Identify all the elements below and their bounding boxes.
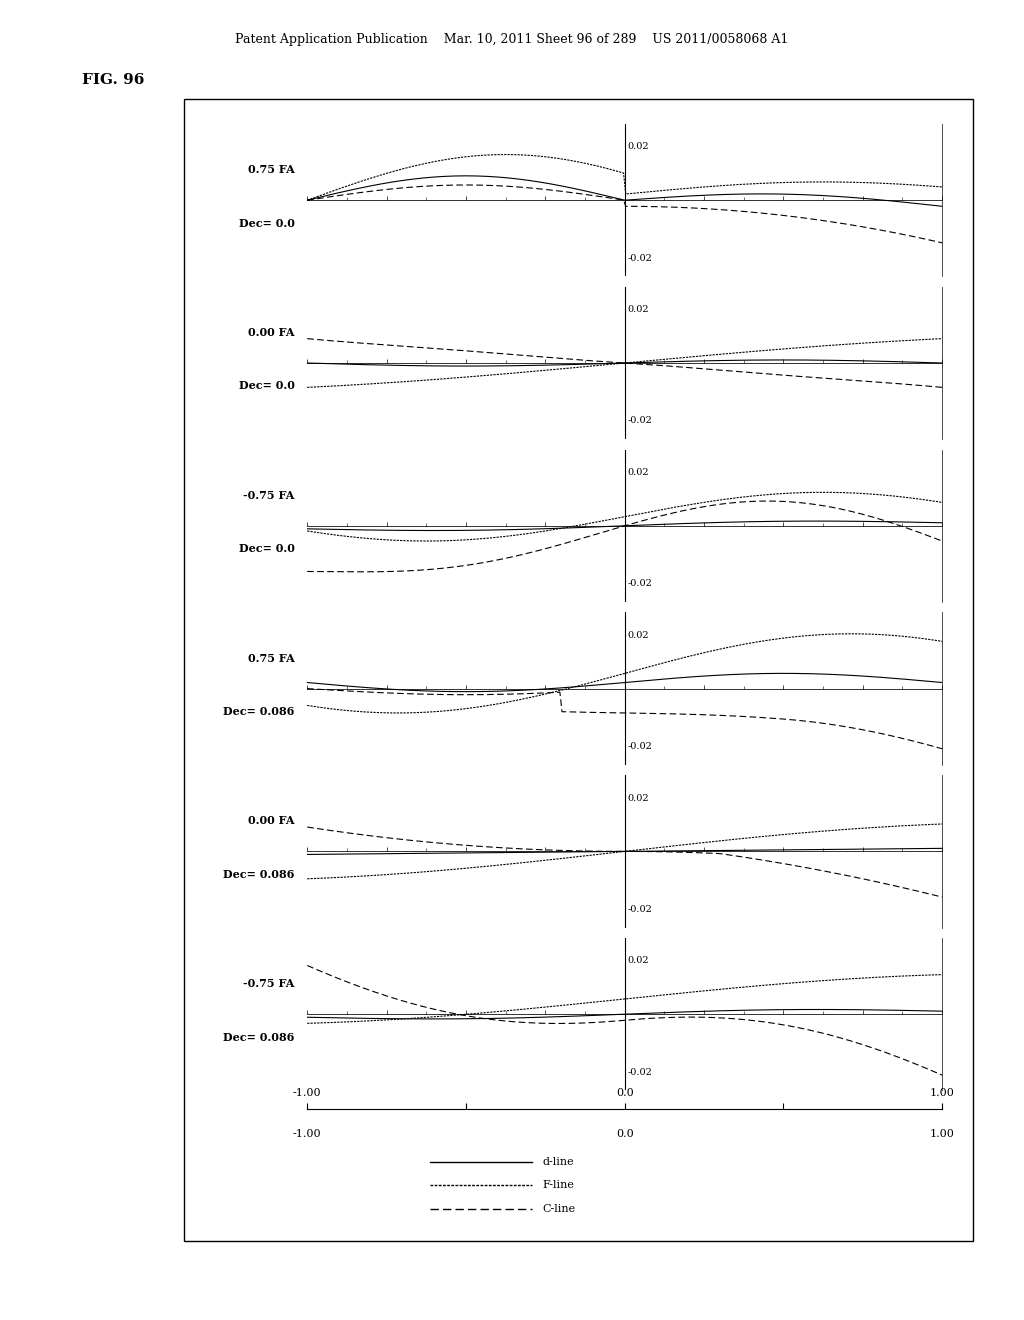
- Text: -0.02: -0.02: [628, 1068, 652, 1077]
- Text: 0.02: 0.02: [628, 793, 649, 803]
- Text: 0.75 FA: 0.75 FA: [248, 164, 295, 176]
- Text: Dec= 0.086: Dec= 0.086: [223, 1031, 295, 1043]
- Text: 0.00 FA: 0.00 FA: [248, 816, 295, 826]
- Text: -0.75 FA: -0.75 FA: [243, 490, 295, 500]
- Text: 0.02: 0.02: [628, 143, 649, 152]
- Text: -1.00: -1.00: [293, 1129, 322, 1139]
- Text: Dec= 0.0: Dec= 0.0: [239, 380, 295, 391]
- Text: 0.00 FA: 0.00 FA: [248, 327, 295, 338]
- Text: Dec= 0.086: Dec= 0.086: [223, 706, 295, 717]
- Text: FIG. 96: FIG. 96: [82, 73, 144, 87]
- Text: -0.02: -0.02: [628, 579, 652, 589]
- Text: -0.02: -0.02: [628, 416, 652, 425]
- Text: Dec= 0.0: Dec= 0.0: [239, 218, 295, 228]
- Text: C-line: C-line: [543, 1204, 575, 1214]
- Text: d-line: d-line: [543, 1156, 574, 1167]
- Text: 0.02: 0.02: [628, 631, 649, 640]
- Text: F-line: F-line: [543, 1180, 574, 1191]
- Text: 0.75 FA: 0.75 FA: [248, 652, 295, 664]
- Text: 1.00: 1.00: [930, 1129, 954, 1139]
- Text: Dec= 0.0: Dec= 0.0: [239, 543, 295, 554]
- Text: 0.0: 0.0: [615, 1129, 634, 1139]
- Text: -0.02: -0.02: [628, 904, 652, 913]
- Text: -0.75 FA: -0.75 FA: [243, 978, 295, 989]
- Text: 0.02: 0.02: [628, 957, 649, 965]
- Text: 0.02: 0.02: [628, 469, 649, 477]
- Text: Patent Application Publication    Mar. 10, 2011 Sheet 96 of 289    US 2011/00580: Patent Application Publication Mar. 10, …: [236, 33, 788, 46]
- Text: -0.02: -0.02: [628, 742, 652, 751]
- Text: 0.02: 0.02: [628, 305, 649, 314]
- Text: Dec= 0.086: Dec= 0.086: [223, 869, 295, 879]
- Text: -0.02: -0.02: [628, 253, 652, 263]
